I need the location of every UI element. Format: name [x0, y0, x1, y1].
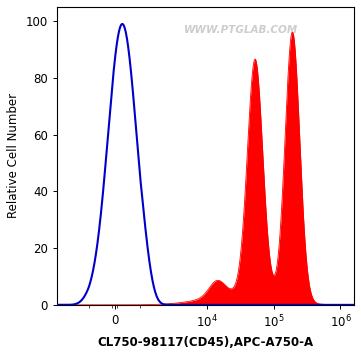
Y-axis label: Relative Cell Number: Relative Cell Number [7, 93, 20, 219]
X-axis label: CL750-98117(CD45),APC-A750-A: CL750-98117(CD45),APC-A750-A [97, 336, 313, 349]
Text: WWW.PTGLAB.COM: WWW.PTGLAB.COM [184, 25, 298, 35]
